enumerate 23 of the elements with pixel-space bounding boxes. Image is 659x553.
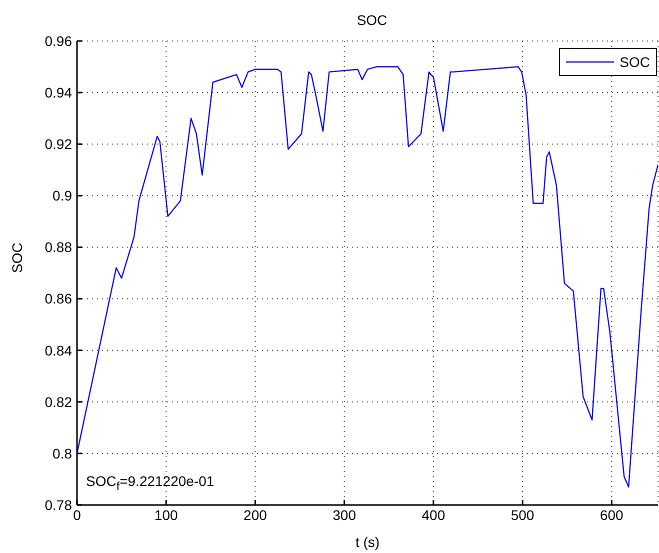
- annotation: SOC$_{f}$=9.221220e-01: [86, 473, 214, 493]
- y-tick-label: 0.92: [44, 136, 72, 152]
- x-tick-label: 600: [600, 506, 624, 523]
- x-tick-label: 200: [244, 506, 268, 523]
- x-tick-label: 500: [510, 506, 534, 523]
- y-tick-label: 0.96: [44, 32, 72, 49]
- y-tick-label: 0.8: [52, 445, 72, 462]
- x-axis-title: t (s): [355, 534, 380, 550]
- y-tick-label: 0.86: [44, 290, 72, 307]
- x-tick-label: 400: [422, 506, 446, 523]
- y-tick-label: 0.94: [44, 84, 72, 101]
- legend-label: SOC: [620, 54, 650, 70]
- chart-title: SOC: [356, 12, 388, 28]
- y-axis-title: SOC: [8, 242, 25, 273]
- x-tick-label: 100: [154, 506, 178, 523]
- x-tick-label: 0: [73, 506, 82, 523]
- y-tick-label: 0.9: [52, 188, 72, 204]
- line-series: [77, 66, 658, 488]
- y-tick-label: 0.82: [44, 394, 72, 410]
- y-tick-label: 0.88: [44, 239, 72, 256]
- y-tick-label: 0.78: [44, 496, 72, 513]
- x-tick-label: 300: [332, 506, 356, 523]
- y-tick-label: 0.84: [44, 342, 72, 358]
